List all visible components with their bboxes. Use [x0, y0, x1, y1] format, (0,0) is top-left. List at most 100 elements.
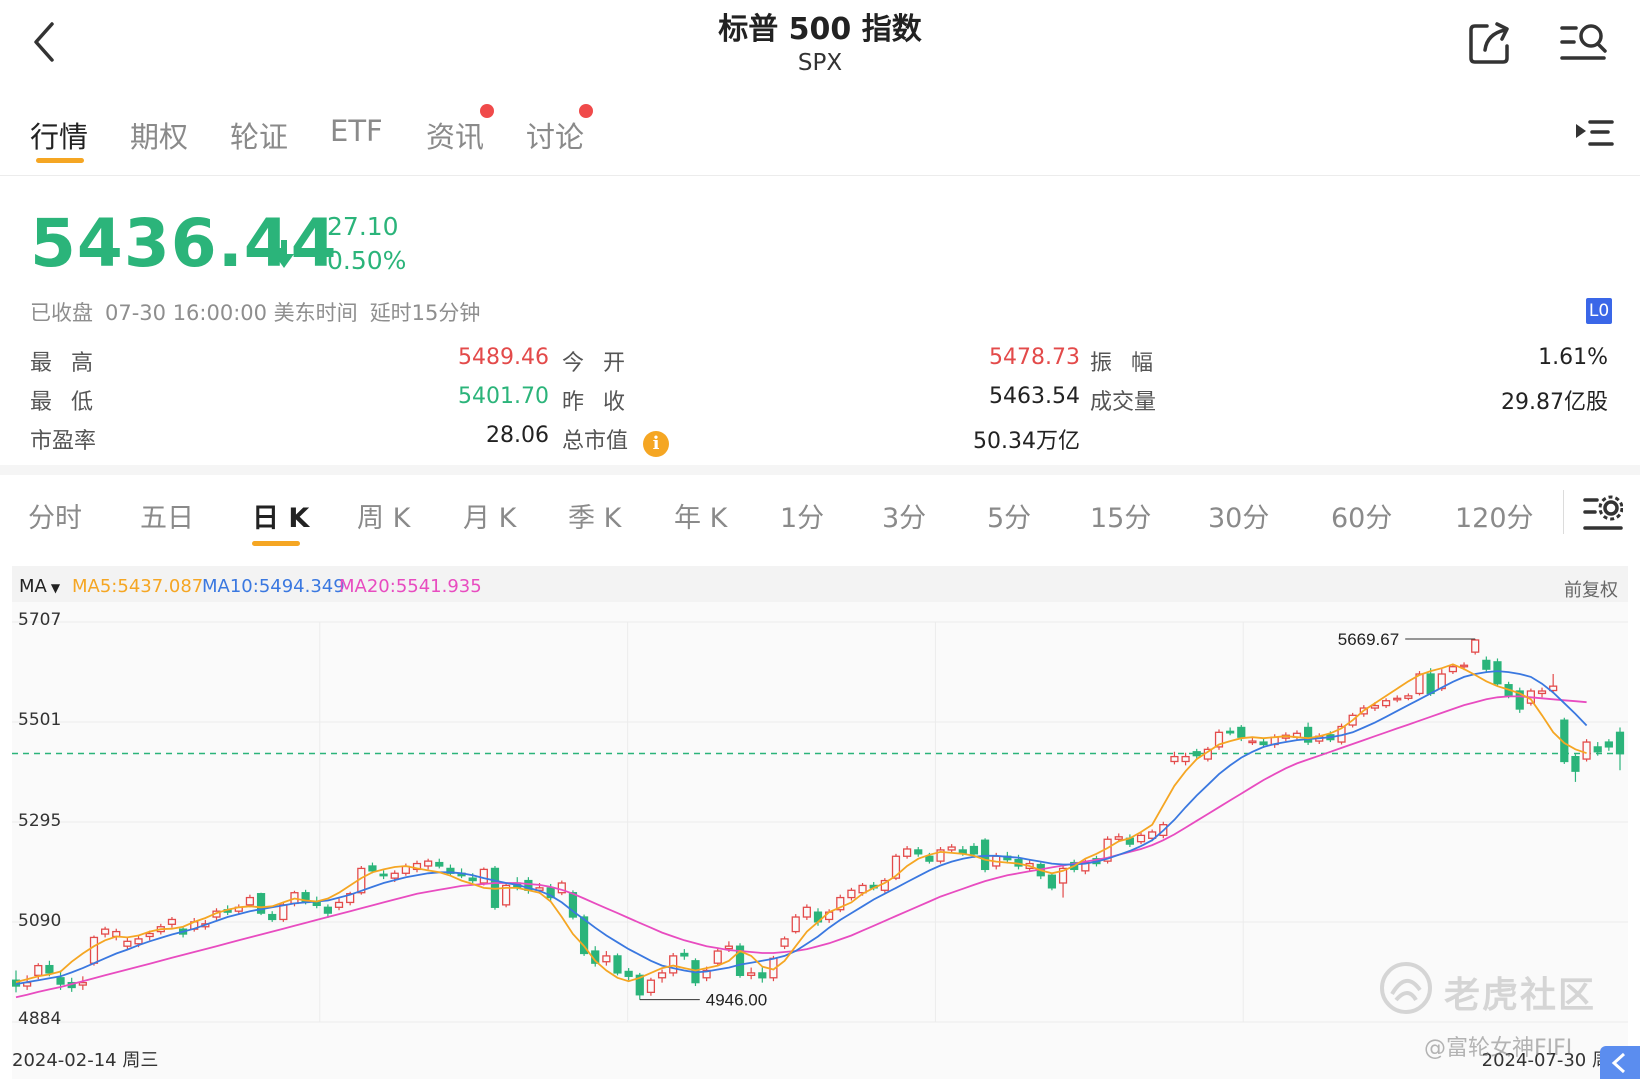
period-1min[interactable]: 1分 [780, 503, 825, 534]
quote-stats: 最 高 5489.46 今 开 5478.73 振 幅 1.61% 最 低 54… [0, 345, 1640, 465]
candle-body [34, 964, 43, 976]
adjust-mode[interactable]: 前复权 [1564, 580, 1618, 601]
market-status-text: 已收盘 [30, 301, 93, 325]
search-list-icon [1560, 24, 1607, 60]
kline-chart[interactable]: MA ▼ MA5:5437.087 MA10:5494.349 MA20:5541… [12, 566, 1628, 1079]
scroll-handle[interactable] [1600, 1046, 1640, 1079]
candle-body [56, 977, 65, 985]
candle-body [1393, 697, 1402, 701]
candle-body [713, 950, 722, 964]
low-label: 最 低 [30, 390, 99, 415]
ma-legend: MA ▼ MA5:5437.087 MA10:5494.349 MA20:5541… [12, 566, 1628, 602]
candle-body [167, 918, 177, 925]
low-value: 5401.70 [458, 384, 549, 409]
candle-body [1571, 755, 1580, 772]
candle-body [1058, 867, 1068, 884]
candle-body [145, 932, 154, 938]
candle-body [1515, 690, 1524, 710]
candle-body [847, 889, 856, 899]
candle-body [424, 860, 433, 867]
candle-body [123, 940, 132, 947]
tab-options[interactable]: 期权 [130, 120, 189, 154]
candle-body [1259, 741, 1268, 746]
tab-discussion[interactable]: 讨论 [526, 120, 585, 154]
candle-body [1237, 726, 1246, 738]
candle-body [401, 865, 410, 874]
period-15min[interactable]: 15分 [1090, 503, 1152, 534]
back-button[interactable] [28, 18, 68, 66]
ma20-line [15, 695, 1587, 999]
candle-body [390, 872, 399, 879]
min-price-label: 4946.00 [706, 991, 767, 1010]
candle-body [1404, 695, 1413, 699]
candle-body [1415, 673, 1424, 695]
candle-body [1459, 664, 1469, 668]
search-list-button[interactable] [1558, 18, 1610, 68]
ma20-value: MA20:5541.935 [339, 576, 482, 597]
info-icon[interactable]: i [643, 431, 669, 457]
period-30min[interactable]: 30分 [1208, 503, 1270, 534]
period-5min[interactable]: 5分 [987, 503, 1032, 534]
period-intraday[interactable]: 分时 [28, 503, 82, 534]
share-button[interactable] [1465, 18, 1515, 68]
tab-warrants[interactable]: 轮证 [230, 120, 289, 154]
candle-body [1493, 661, 1502, 685]
candle-body [568, 892, 578, 918]
candle-body [980, 839, 990, 871]
candle-body [546, 887, 555, 899]
tab-news[interactable]: 资讯 [426, 120, 485, 154]
candle-body [1471, 639, 1480, 653]
period-120min[interactable]: 120分 [1455, 503, 1534, 534]
candle-body [479, 868, 488, 884]
tab-quote[interactable]: 行情 [30, 120, 89, 154]
candle-body [557, 882, 566, 894]
candle-body [1549, 685, 1558, 692]
candle-body [735, 945, 745, 976]
candle-body [1181, 755, 1190, 763]
candle-body [657, 972, 667, 979]
chevron-left-small-icon [1611, 1052, 1626, 1074]
candle-body [1226, 730, 1235, 734]
candle-body [947, 846, 956, 851]
period-yearly-k[interactable]: 年 K [674, 503, 728, 534]
ma10-line [15, 670, 1588, 985]
period-weekly-k[interactable]: 周 K [357, 503, 411, 534]
candle-body [323, 906, 332, 914]
period-5day[interactable]: 五日 [140, 503, 194, 534]
volume-label: 成交量 [1090, 390, 1157, 415]
period-monthly-k[interactable]: 月 K [463, 503, 517, 534]
candle-body [379, 873, 388, 877]
amplitude-value: 1.61% [1538, 345, 1608, 370]
top-bar: 标普 500 指数 SPX [0, 0, 1640, 90]
candle-body [780, 938, 789, 947]
level-badge[interactable]: L0 [1586, 298, 1612, 324]
ma-selector[interactable]: MA ▼ [19, 576, 60, 597]
candle-body [446, 867, 455, 874]
period-60min[interactable]: 60分 [1331, 503, 1393, 534]
amplitude-label: 振 幅 [1090, 351, 1159, 376]
candle-body [256, 893, 266, 914]
chevron-left-icon [34, 22, 54, 62]
candle-body [836, 896, 845, 911]
period-3min[interactable]: 3分 [882, 503, 927, 534]
quote-datetime: 07-30 16:00:00 美东时间 [105, 301, 358, 325]
candle-body [891, 855, 901, 879]
tab-etf[interactable]: ETF [330, 114, 383, 148]
candle-body [1047, 874, 1057, 889]
tiger-logo-icon [1380, 962, 1432, 1014]
candle-body [334, 901, 344, 908]
collapse-menu-button[interactable] [1574, 116, 1614, 152]
period-quarterly-k[interactable]: 季 K [568, 503, 622, 534]
candle-body [1482, 659, 1491, 670]
period-daily-k[interactable]: 日 K [252, 503, 310, 534]
delay-notice: 延时15分钟 [369, 301, 481, 325]
candle-body [969, 845, 979, 855]
candle-body [669, 955, 678, 974]
chart-settings-button[interactable] [1583, 494, 1624, 534]
y-tick-5501: 5501 [18, 710, 62, 730]
ma-selector-label: MA [19, 576, 47, 597]
market-status: 已收盘 07-30 16:00:00 美东时间 延时15分钟 [30, 297, 492, 327]
share-icon [1469, 22, 1509, 64]
candle-body [791, 916, 800, 933]
candle-body [1214, 731, 1224, 748]
